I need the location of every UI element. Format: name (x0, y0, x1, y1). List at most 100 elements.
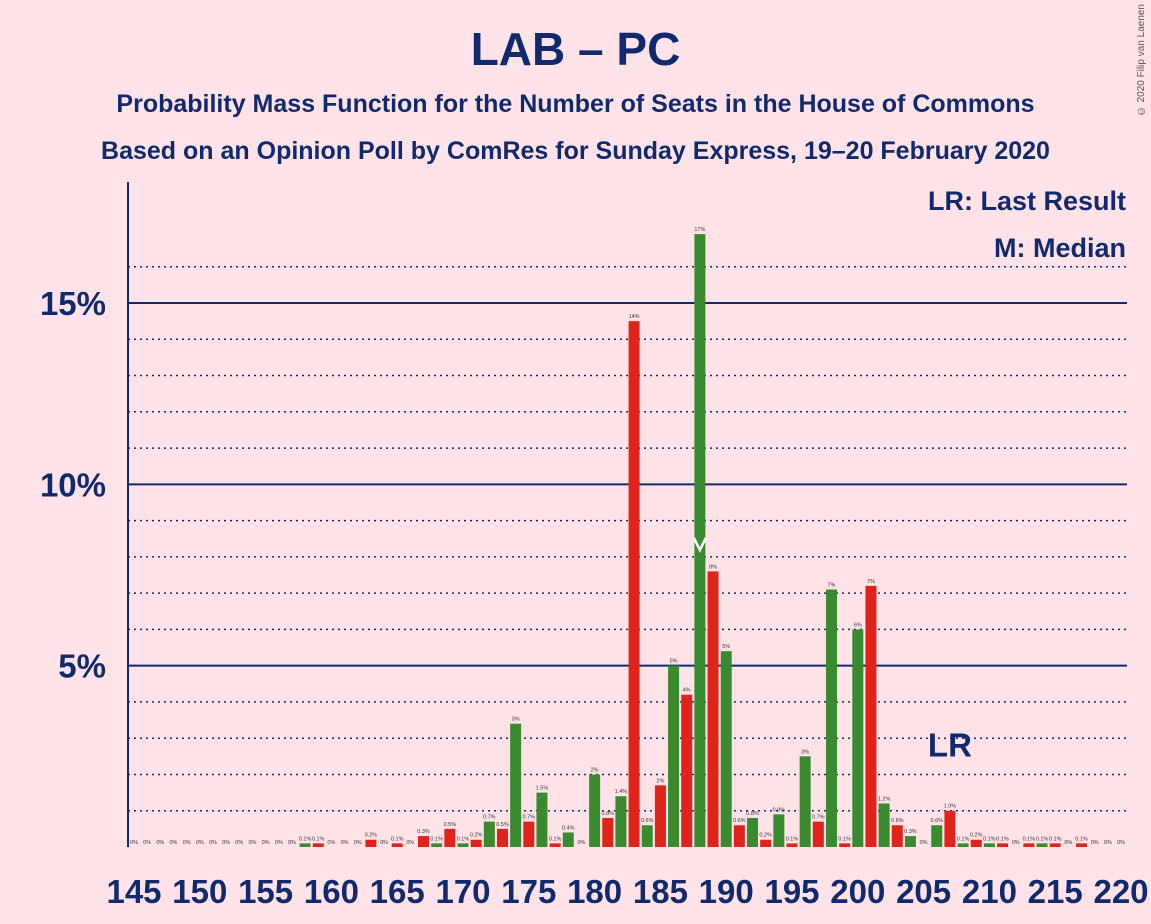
bar-value-label: 14% (629, 314, 640, 320)
bar-seat-194 (773, 814, 785, 847)
bar-value-label: 0.1% (549, 836, 562, 842)
bar-seat-208 (957, 843, 969, 847)
bar-value-label: 1.4% (615, 789, 628, 795)
bar-seat-215 (1049, 843, 1061, 847)
bar-value-label: 0.1% (957, 836, 970, 842)
bar-seat-183 (628, 321, 640, 848)
bar-value-label: 0% (341, 840, 349, 846)
bar-seat-184 (641, 825, 653, 847)
bar-value-label: 0% (406, 840, 414, 846)
bar-value-label: 8% (709, 564, 717, 570)
bar-seat-201 (865, 585, 877, 847)
bar-value-label: 0.3% (904, 829, 917, 835)
bar-seat-211 (997, 843, 1009, 847)
bar-value-label: 0% (209, 840, 217, 846)
bar-value-label: 0% (130, 840, 138, 846)
bar-seat-169 (444, 828, 456, 847)
bar-seat-200 (852, 629, 864, 847)
bar-seat-195 (786, 843, 798, 847)
bar-value-label: 0.6% (641, 818, 654, 824)
bar-seat-214 (1036, 843, 1048, 847)
bar-seat-210 (983, 843, 995, 847)
bar-seat-203 (891, 825, 903, 847)
bar-value-label: 0% (222, 840, 230, 846)
bar-value-label: 0% (196, 840, 204, 846)
bar-value-label: 0% (577, 840, 585, 846)
bar-seat-193 (760, 839, 772, 847)
bar-value-label: 0.1% (299, 836, 312, 842)
bar-value-label: 0% (1091, 840, 1099, 846)
bar-seat-198 (825, 589, 837, 847)
bar-value-label: 0.7% (483, 815, 496, 821)
x-tick-label: 220 (1093, 873, 1148, 910)
x-tick-label: 190 (699, 873, 754, 910)
bar-seat-181 (602, 817, 614, 847)
x-tick-label: 150 (172, 873, 227, 910)
bar-value-label: 1.5% (536, 786, 549, 792)
bar-value-label: 7% (828, 583, 836, 589)
bar-seat-187 (681, 694, 693, 847)
bar-value-label: 0.1% (1075, 836, 1088, 842)
bar-value-label: 0% (183, 840, 191, 846)
x-tick-label: 180 (567, 873, 622, 910)
bar-seat-159 (312, 843, 324, 847)
bar-value-label: 0% (1104, 840, 1112, 846)
bar-value-label: 0% (275, 840, 283, 846)
bar-seat-180 (589, 774, 601, 847)
bar-value-label: 3% (512, 717, 520, 723)
bar-value-label: 0% (156, 840, 164, 846)
bar-value-label: 0.2% (470, 833, 483, 839)
bar-value-label: 1.2% (878, 796, 891, 802)
bar-value-label: 0.1% (1023, 836, 1036, 842)
bar-value-label: 0.2% (759, 833, 772, 839)
legend-entry: LR: Last Result (928, 186, 1126, 216)
bar-seat-170 (457, 843, 469, 847)
x-tick-label: 155 (238, 873, 293, 910)
bar-value-label: 2% (591, 767, 599, 773)
x-tick-label: 210 (962, 873, 1017, 910)
bar-seat-206 (931, 825, 943, 847)
bar-value-label: 4% (683, 688, 691, 694)
bar-value-label: 0.1% (786, 836, 799, 842)
bar-seat-177 (549, 843, 561, 847)
bar-value-label: 1.0% (944, 804, 957, 810)
bar-value-label: 0.6% (891, 818, 904, 824)
x-tick-label: 185 (633, 873, 688, 910)
x-tick-label: 145 (106, 873, 161, 910)
bar-seat-197 (812, 821, 824, 847)
bar-seat-182 (615, 796, 627, 847)
bar-value-label: 0% (143, 840, 151, 846)
bar-value-label: 3% (801, 749, 809, 755)
bar-value-label: 5% (722, 644, 730, 650)
bar-seat-191 (733, 825, 745, 847)
bar-value-label: 0.7% (812, 815, 825, 821)
bar-value-label: 0.9% (773, 807, 786, 813)
bar-value-label: 0% (920, 840, 928, 846)
bar-value-label: 0.8% (601, 811, 614, 817)
bar-value-label: 0.1% (838, 836, 851, 842)
bar-seat-204 (904, 836, 916, 847)
bar-value-label: 0.1% (996, 836, 1009, 842)
median-marker (692, 537, 707, 553)
bar-seat-213 (1023, 843, 1035, 847)
bar-value-label: 0.8% (746, 811, 759, 817)
bar-seat-174 (510, 723, 522, 847)
bar-seat-175 (523, 821, 535, 847)
bar-seat-178 (562, 832, 574, 847)
bar-value-label: 0.5% (444, 822, 457, 828)
chart-subtitle-2: Based on an Opinion Poll by ComRes for S… (101, 137, 1050, 165)
bar-value-label: 0.1% (391, 836, 404, 842)
bar-value-label: 0.7% (523, 815, 536, 821)
bar-value-label: 5% (670, 659, 678, 665)
bar-value-label: 0% (354, 840, 362, 846)
bar-seat-176 (536, 792, 548, 847)
bar-value-label: 0% (235, 840, 243, 846)
x-tick-label: 175 (501, 873, 556, 910)
bar-value-label: 0.1% (983, 836, 996, 842)
x-tick-label: 160 (304, 873, 359, 910)
bar-seat-158 (299, 843, 311, 847)
bar-seat-172 (483, 821, 495, 847)
bar-value-label: 0% (327, 840, 335, 846)
bar-seat-209 (970, 839, 982, 847)
